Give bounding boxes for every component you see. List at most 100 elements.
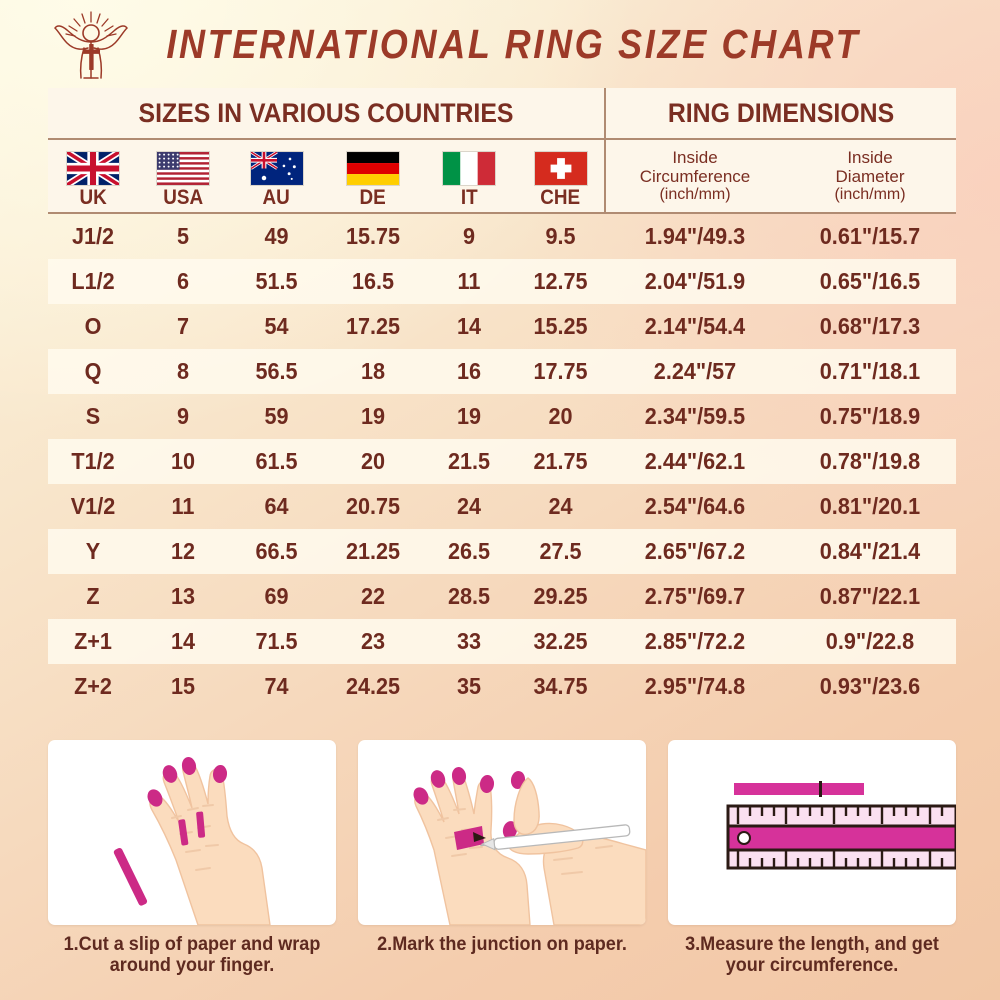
table-cell: 0.61"/15.7	[819, 223, 921, 249]
flag-au-icon	[249, 150, 304, 186]
table-cell: 21.25	[345, 538, 401, 564]
column-header-label: UK	[79, 185, 107, 209]
column-header-uk: UK	[48, 137, 138, 212]
table-cell: 17.25	[345, 313, 401, 339]
table-cell: 71.5	[255, 628, 298, 654]
table-cell: 19	[360, 403, 386, 429]
column-header-de: DE	[325, 137, 421, 212]
table-cell: 20	[548, 403, 573, 429]
table-cell: 10	[170, 448, 196, 474]
instruction-step-1: 1.Cut a slip of paper and wrap around yo…	[48, 740, 336, 977]
table-cell: 0.75"/18.9	[819, 403, 921, 429]
table-cell: 9	[462, 223, 476, 249]
table-cell: 24.25	[345, 673, 401, 699]
flag-de-icon	[346, 150, 400, 186]
table-cell: 2.44"/62.1	[644, 448, 746, 474]
table-cell: 15.75	[345, 223, 401, 249]
table-cell: 14	[456, 313, 482, 339]
table-cell: O	[84, 313, 102, 339]
table-cell: 2.75"/69.7	[644, 583, 746, 609]
table-cell: 0.65"/16.5	[819, 268, 921, 294]
table-cell: 19	[456, 403, 482, 429]
table-cell: 24	[456, 493, 482, 519]
column-header-label: AU	[262, 185, 291, 209]
table-cell: 0.68"/17.3	[819, 313, 921, 339]
column-header-units: (inch/mm)	[834, 186, 906, 204]
table-cell: Z	[86, 583, 100, 609]
column-header-au: AU	[228, 137, 325, 212]
measuring-instructions: 1.Cut a slip of paper and wrap around yo…	[48, 740, 956, 977]
column-header-che: CHE	[517, 137, 604, 212]
table-cell: 0.9"/22.8	[825, 628, 915, 654]
page-title: INTERNATIONAL RING SIZE CHART	[166, 20, 860, 67]
header-divider	[604, 88, 606, 138]
table-cell: V1/2	[70, 493, 116, 519]
table-cell: 49	[264, 223, 289, 249]
table-cell: 1.94"/49.3	[644, 223, 746, 249]
flag-usa-icon	[156, 150, 210, 186]
table-cell: 8	[176, 358, 190, 384]
table-cell: 11	[457, 268, 481, 294]
table-cell: 13	[170, 583, 196, 609]
table-cell: 2.34"/59.5	[644, 403, 746, 429]
table-cell: 27.5	[539, 538, 582, 564]
table-cell: 11	[171, 493, 195, 519]
column-header-line2: Circumference	[639, 167, 751, 187]
table-cell: 29.25	[533, 583, 588, 609]
column-header-label: USA	[163, 185, 203, 209]
table-cell: 15	[170, 673, 196, 699]
column-header-usa: USA	[138, 137, 228, 212]
table-cell: 22	[360, 583, 386, 609]
table-column-header-row: UK USA AU DE IT CHE Inside Circumference (i…	[48, 140, 956, 214]
table-cell: 66.5	[255, 538, 298, 564]
instruction-step-2: 2.Mark the junction on paper.	[358, 740, 646, 977]
table-cell: 0.93"/23.6	[819, 673, 921, 699]
table-row: Z+2 15 74 24.25 35 34.75 2.95"/74.8 0.93"/23.6	[48, 664, 956, 709]
column-header-it: IT	[421, 137, 517, 212]
table-cell: 16	[456, 358, 482, 384]
table-cell: 64	[264, 493, 289, 519]
table-cell: 21.5	[447, 448, 491, 474]
table-cell: 17.75	[533, 358, 588, 384]
table-cell: 15.25	[533, 313, 588, 339]
column-header-label: CHE	[540, 185, 581, 209]
table-cell: 12	[170, 538, 196, 564]
table-cell: 24	[548, 493, 573, 519]
table-cell: 16.5	[351, 268, 395, 294]
table-cell: 69	[264, 583, 289, 609]
table-row: J1/2 5 49 15.75 9 9.5 1.94"/49.3 0.61"/15.7	[48, 214, 956, 259]
table-cell: 0.87"/22.1	[819, 583, 921, 609]
table-cell: 2.54"/64.6	[644, 493, 746, 519]
column-header-line1: Inside	[847, 148, 893, 168]
hand-with-paper-strip-illustration	[48, 740, 336, 925]
table-row: Z+1 14 71.5 23 33 32.25 2.85"/72.2 0.9"/22.8	[48, 619, 956, 664]
column-header-line2: Diameter	[835, 167, 905, 187]
ring-size-table: SIZES IN VARIOUS COUNTRIES RING DIMENSIO…	[48, 88, 956, 709]
ruler-measuring-paper-strip-illustration	[668, 740, 956, 925]
table-cell: 2.95"/74.8	[644, 673, 746, 699]
table-row: O 7 54 17.25 14 15.25 2.14"/54.4 0.68"/17.3	[48, 304, 956, 349]
table-cell: 35	[456, 673, 482, 699]
table-cell: 23	[360, 628, 386, 654]
table-cell: 28.5	[447, 583, 491, 609]
hands-marking-paper-with-pen-illustration	[358, 740, 646, 925]
table-cell: 0.71"/18.1	[819, 358, 921, 384]
group-header-dimensions: RING DIMENSIONS	[667, 97, 895, 128]
table-cell: 5	[176, 223, 190, 249]
table-cell: Y	[85, 538, 101, 564]
table-cell: 54	[264, 313, 289, 339]
table-cell: 21.75	[533, 448, 588, 474]
table-group-header-row: SIZES IN VARIOUS COUNTRIES RING DIMENSIO…	[48, 88, 956, 140]
instruction-caption: 2.Mark the junction on paper.	[377, 934, 627, 955]
table-cell: 0.78"/19.8	[819, 448, 921, 474]
table-cell: 61.5	[255, 448, 298, 474]
table-cell: Q	[84, 358, 102, 384]
table-row: Z 13 69 22 28.5 29.25 2.75"/69.7 0.87"/22.1	[48, 574, 956, 619]
table-cell: 34.75	[533, 673, 588, 699]
group-header-countries: SIZES IN VARIOUS COUNTRIES	[138, 97, 514, 128]
table-cell: 56.5	[255, 358, 298, 384]
header-divider	[604, 140, 606, 212]
table-row: L1/2 6 51.5 16.5 11 12.75 2.04"/51.9 0.65"/16.5	[48, 259, 956, 304]
table-cell: 32.25	[533, 628, 588, 654]
